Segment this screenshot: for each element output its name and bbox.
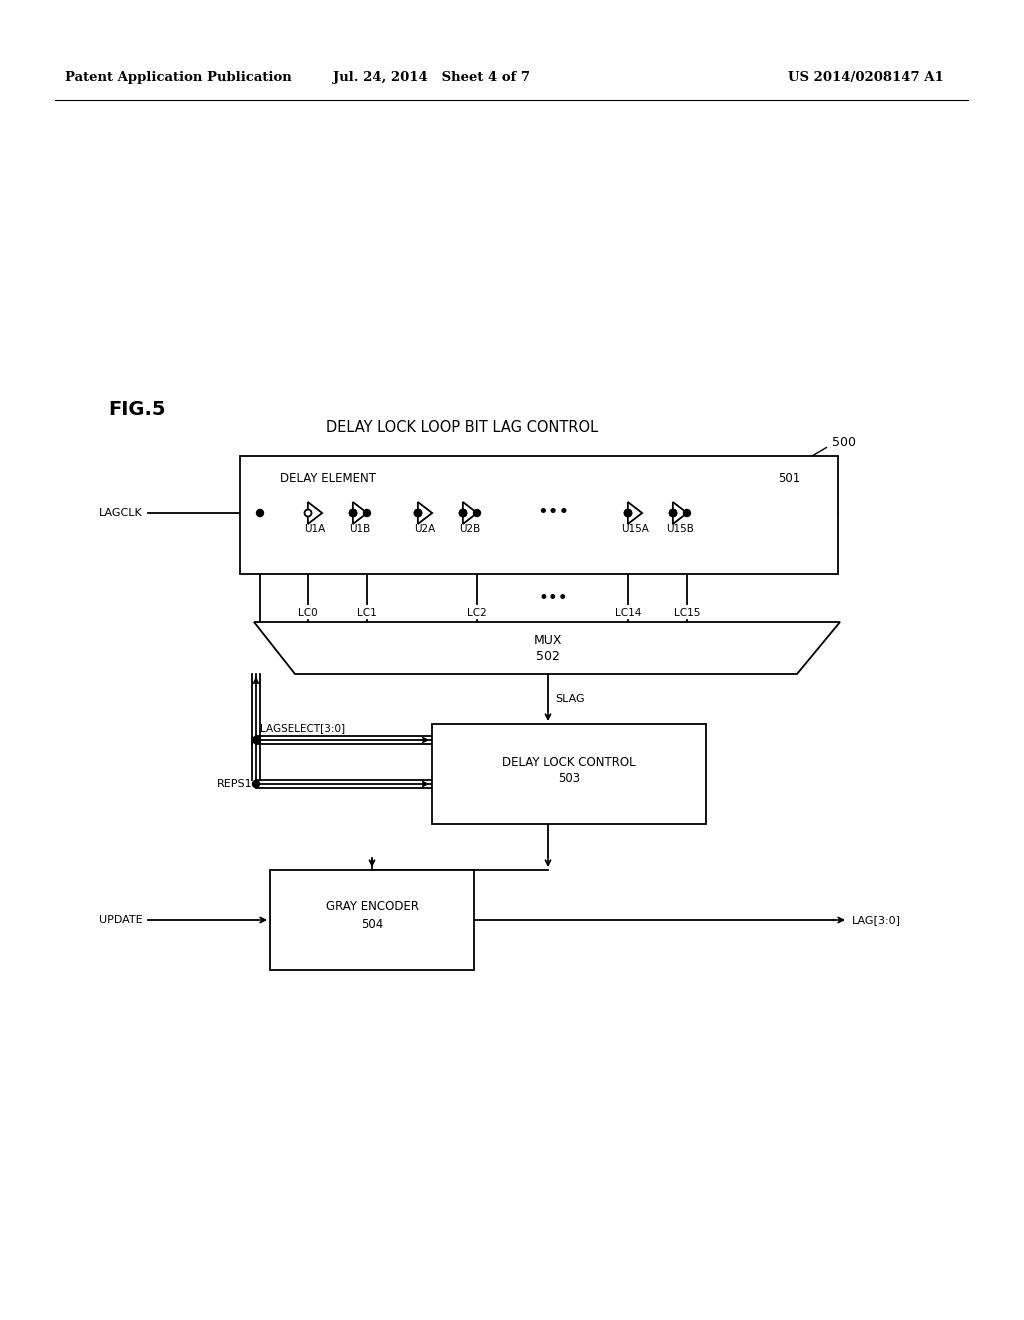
Text: FIG.5: FIG.5 — [108, 400, 166, 418]
Text: U2B: U2B — [460, 524, 480, 535]
Bar — [432, 723, 706, 824]
Text: US 2014/0208147 A1: US 2014/0208147 A1 — [788, 71, 944, 84]
Text: 500: 500 — [831, 437, 856, 450]
Text: U15A: U15A — [622, 524, 649, 535]
Circle shape — [349, 510, 356, 516]
Text: U15B: U15B — [666, 524, 694, 535]
Circle shape — [256, 510, 263, 516]
Text: 501: 501 — [778, 473, 800, 484]
Text: LAGSELECT[3:0]: LAGSELECT[3:0] — [260, 723, 345, 733]
Text: LC1: LC1 — [357, 609, 377, 618]
Circle shape — [253, 737, 259, 743]
Text: LC0: LC0 — [298, 609, 317, 618]
Polygon shape — [353, 502, 368, 524]
Text: DELAY ELEMENT: DELAY ELEMENT — [280, 473, 376, 484]
Polygon shape — [628, 502, 642, 524]
Circle shape — [415, 510, 422, 516]
Text: REPS1: REPS1 — [216, 779, 252, 789]
Text: •••: ••• — [539, 589, 568, 607]
Text: U1B: U1B — [349, 524, 371, 535]
Circle shape — [304, 510, 311, 516]
Text: LC14: LC14 — [614, 609, 641, 618]
Text: LAG[3:0]: LAG[3:0] — [852, 915, 901, 925]
Polygon shape — [418, 502, 432, 524]
Circle shape — [460, 510, 467, 516]
Text: DELAY LOCK LOOP BIT LAG CONTROL: DELAY LOCK LOOP BIT LAG CONTROL — [326, 421, 598, 436]
Text: U2A: U2A — [415, 524, 435, 535]
Text: SLAG: SLAG — [555, 694, 585, 704]
Text: LAGCLK: LAGCLK — [99, 508, 143, 517]
Text: DELAY LOCK CONTROL: DELAY LOCK CONTROL — [502, 755, 636, 768]
Polygon shape — [254, 622, 840, 675]
Text: Jul. 24, 2014   Sheet 4 of 7: Jul. 24, 2014 Sheet 4 of 7 — [334, 71, 530, 84]
Bar — [240, 455, 838, 574]
Polygon shape — [673, 502, 687, 524]
Text: 504: 504 — [360, 917, 383, 931]
Text: GRAY ENCODER: GRAY ENCODER — [326, 900, 419, 913]
Text: U1A: U1A — [304, 524, 326, 535]
Text: 503: 503 — [558, 772, 580, 785]
Text: LC2: LC2 — [467, 609, 486, 618]
Polygon shape — [463, 502, 477, 524]
Circle shape — [415, 510, 422, 516]
Text: 502: 502 — [536, 651, 560, 664]
Circle shape — [253, 780, 259, 788]
Text: •••: ••• — [537, 503, 569, 521]
Circle shape — [473, 510, 480, 516]
Text: Patent Application Publication: Patent Application Publication — [65, 71, 292, 84]
Circle shape — [670, 510, 677, 516]
Text: UPDATE: UPDATE — [99, 915, 143, 925]
Text: LC15: LC15 — [674, 609, 700, 618]
Circle shape — [625, 510, 632, 516]
Text: MUX: MUX — [534, 635, 562, 648]
Circle shape — [683, 510, 690, 516]
Circle shape — [460, 510, 467, 516]
Circle shape — [625, 510, 632, 516]
Polygon shape — [308, 502, 323, 524]
Circle shape — [364, 510, 371, 516]
Circle shape — [349, 510, 356, 516]
Circle shape — [670, 510, 677, 516]
Bar — [270, 870, 474, 970]
